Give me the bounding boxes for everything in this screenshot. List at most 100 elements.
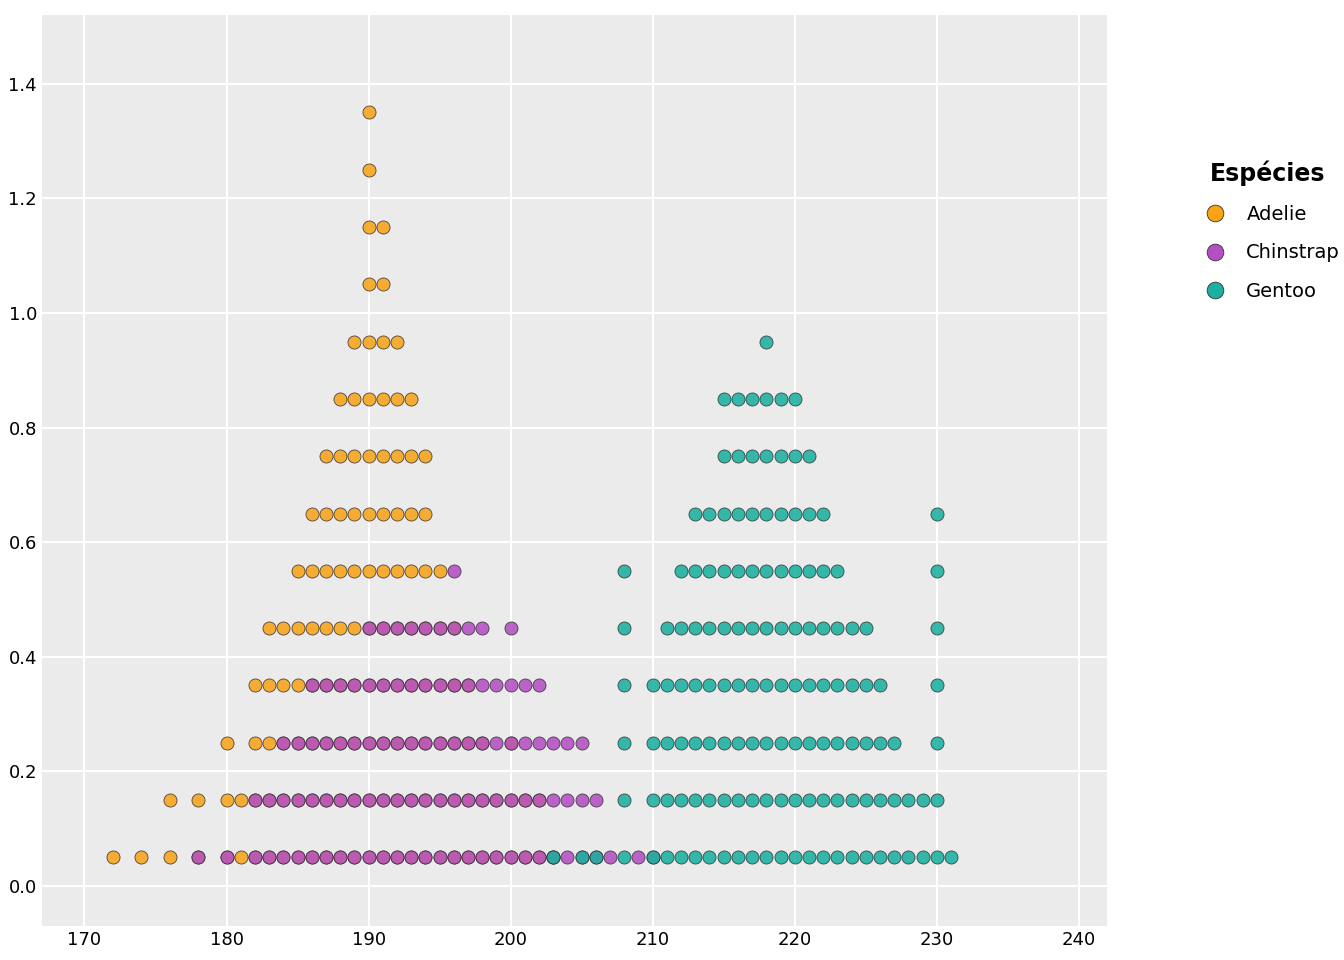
Point [386,620,407,636]
Point [286,792,308,807]
Point [528,792,550,807]
Point [401,564,422,579]
Point [301,678,323,693]
Point [444,792,465,807]
Point [841,792,863,807]
Point [415,735,437,751]
Point [386,735,407,751]
Point [329,735,351,751]
Point [301,792,323,807]
Point [699,620,720,636]
Point [727,392,749,407]
Point [344,392,366,407]
Point [258,850,280,865]
Point [742,792,763,807]
Point [500,735,521,751]
Point [642,735,664,751]
Point [755,735,777,751]
Point [372,678,394,693]
Point [401,850,422,865]
Point [543,735,564,751]
Point [230,792,251,807]
Point [827,678,848,693]
Point [159,792,180,807]
Point [699,564,720,579]
Point [515,850,536,865]
Point [755,620,777,636]
Point [358,506,379,521]
Point [457,620,478,636]
Point [671,678,692,693]
Point [585,792,606,807]
Point [926,564,948,579]
Point [429,620,450,636]
Point [556,735,578,751]
Point [500,735,521,751]
Point [472,620,493,636]
Point [798,564,820,579]
Point [344,792,366,807]
Point [329,506,351,521]
Point [329,620,351,636]
Point [372,792,394,807]
Point [316,792,337,807]
Point [415,506,437,521]
Point [684,506,706,521]
Point [329,392,351,407]
Point [712,392,734,407]
Point [372,219,394,234]
Point [671,735,692,751]
Point [429,735,450,751]
Point [401,792,422,807]
Point [770,620,792,636]
Point [784,506,805,521]
Point [386,792,407,807]
Point [712,678,734,693]
Point [245,735,266,751]
Point [926,678,948,693]
Point [827,620,848,636]
Point [444,735,465,751]
Point [515,735,536,751]
Point [613,850,634,865]
Point [472,850,493,865]
Point [401,620,422,636]
Point [401,678,422,693]
Point [358,735,379,751]
Point [742,735,763,751]
Point [684,792,706,807]
Point [358,850,379,865]
Point [784,448,805,464]
Point [898,850,919,865]
Point [187,850,208,865]
Point [301,620,323,636]
Point [301,850,323,865]
Point [273,792,294,807]
Point [812,792,833,807]
Point [472,792,493,807]
Point [386,850,407,865]
Point [444,850,465,865]
Point [415,620,437,636]
Point [444,564,465,579]
Point [386,506,407,521]
Point [642,792,664,807]
Point [286,792,308,807]
Point [344,564,366,579]
Point [485,850,507,865]
Point [755,850,777,865]
Point [472,735,493,751]
Point [429,678,450,693]
Point [329,792,351,807]
Point [742,506,763,521]
Point [245,792,266,807]
Point [784,678,805,693]
Point [386,678,407,693]
Point [457,792,478,807]
Point [841,678,863,693]
Point [742,564,763,579]
Point [415,850,437,865]
Point [712,506,734,521]
Point [898,792,919,807]
Point [444,850,465,865]
